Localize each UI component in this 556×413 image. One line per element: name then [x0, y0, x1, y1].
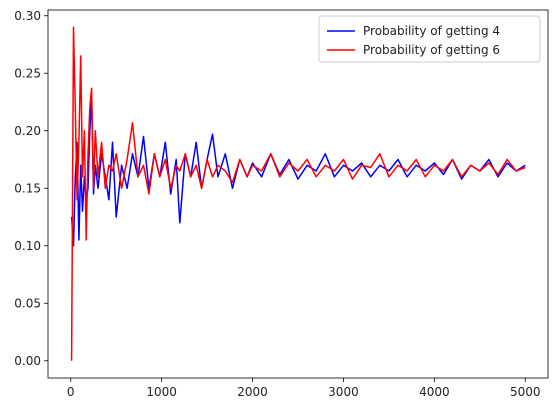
y-tick-label: 0.10 [14, 239, 41, 253]
axes-frame [47, 9, 549, 379]
legend: Probability of getting 4 Probability of g… [318, 15, 541, 63]
x-tick-label: 5000 [510, 385, 541, 399]
plot-area [70, 26, 526, 361]
x-tick-label: 3000 [328, 385, 359, 399]
axes: 0 1000 2000 3000 4000 5000 0.00 0.05 0.10 0.15 0.2… [14, 9, 549, 399]
legend-label: Probability of getting 4 [363, 24, 500, 38]
x-tick-label: 1000 [146, 385, 177, 399]
y-tick-label: 0.05 [14, 296, 41, 310]
y-tick-label: 0.30 [14, 9, 41, 23]
legend-label: Probability of getting 6 [363, 43, 500, 57]
y-tick-label: 0.00 [14, 354, 41, 368]
series-line-2 [70, 26, 526, 361]
series-line-1 [70, 95, 526, 247]
x-tick-label: 2000 [237, 385, 268, 399]
y-tick-label: 0.25 [14, 66, 41, 80]
y-tick-label: 0.20 [14, 124, 41, 138]
x-tick-label: 4000 [419, 385, 450, 399]
x-tick-label: 0 [67, 385, 75, 399]
y-tick-label: 0.15 [14, 181, 41, 195]
legend-box [318, 15, 541, 63]
